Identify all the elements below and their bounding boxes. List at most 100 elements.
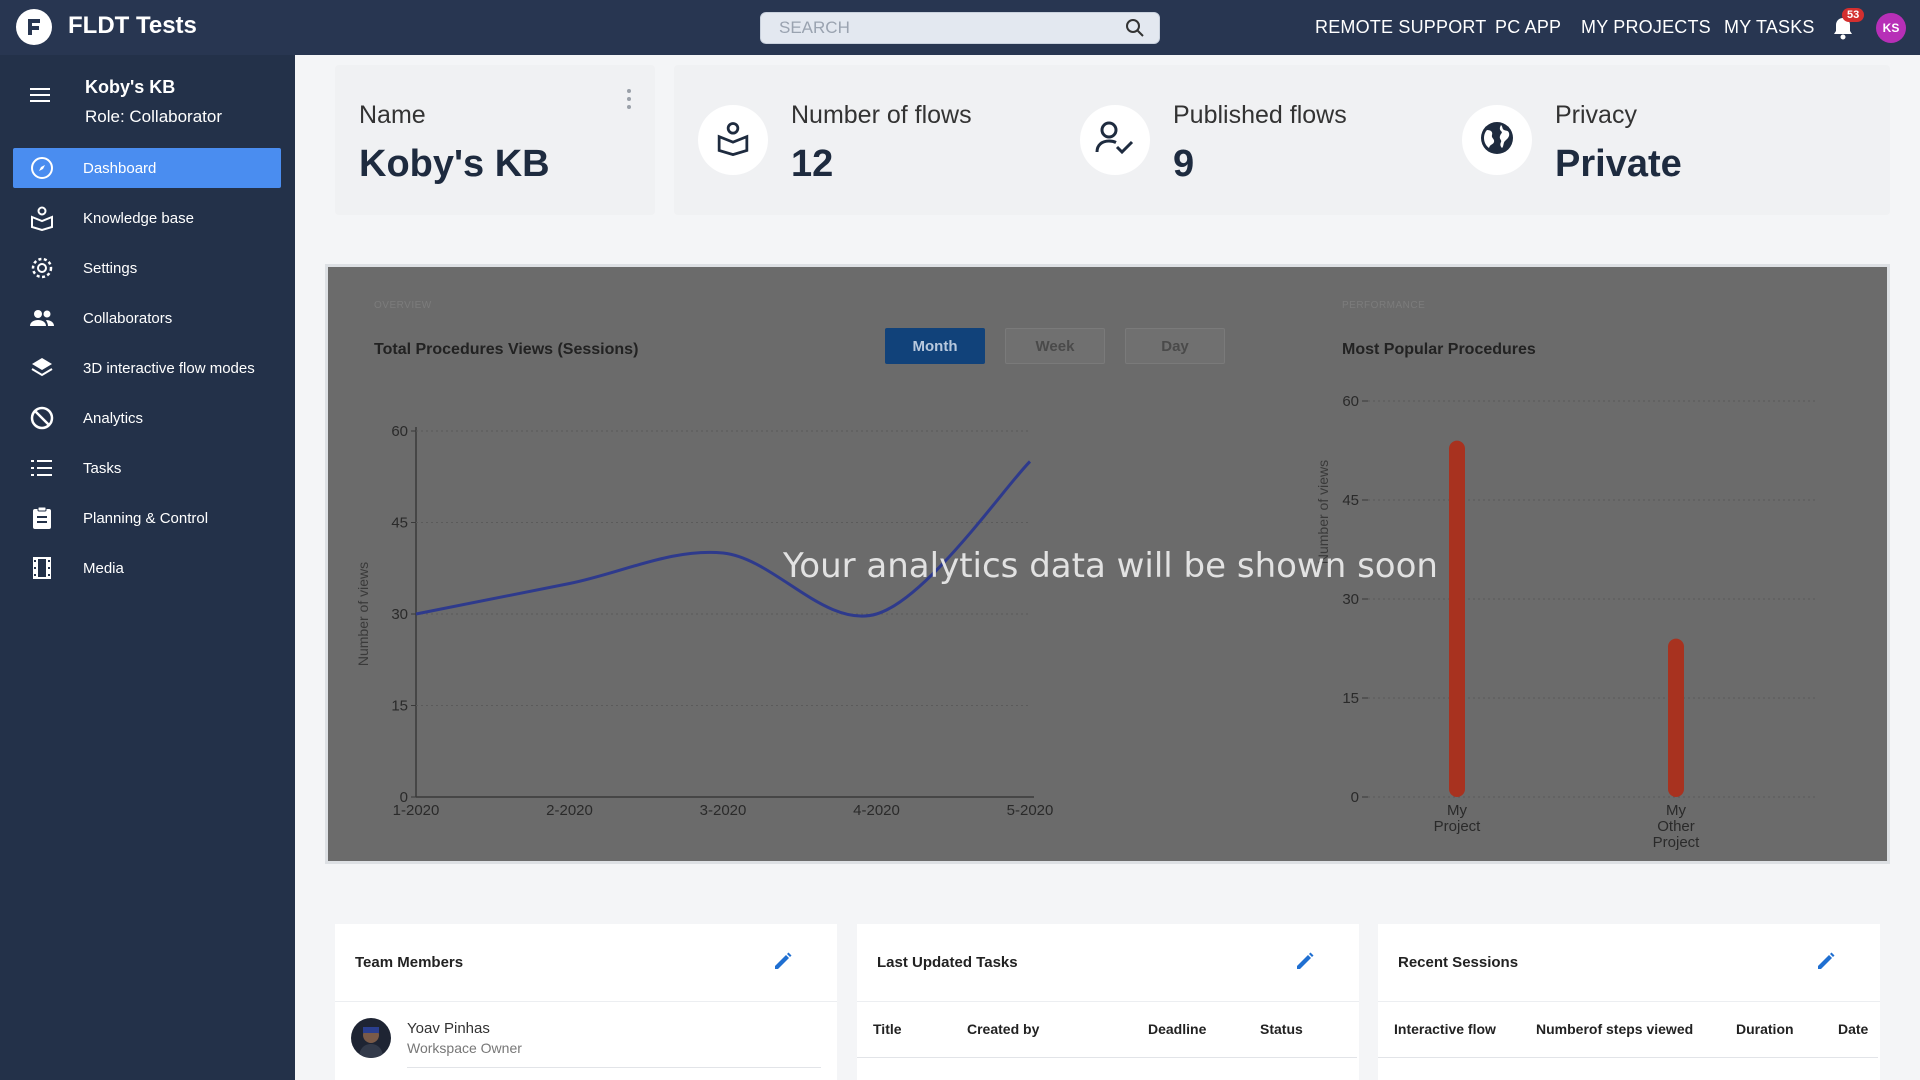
compass-icon [27, 156, 57, 180]
more-vertical-icon[interactable] [626, 88, 632, 115]
globe-icon [1479, 120, 1515, 161]
line-chart: 0 15 30 45 60 1-2020 2-2020 3-2020 4-2020 5-2020 N… [355, 423, 1053, 819]
edit-pencil-icon[interactable] [1816, 951, 1836, 976]
period-month-button[interactable]: Month [885, 328, 985, 364]
privacy-label: Privacy [1555, 101, 1637, 129]
stats-card: Number of flows 12 Published flows 9 Pri… [674, 65, 1890, 215]
y-axis-label: Number of views [355, 562, 371, 666]
team-members-title: Team Members [355, 954, 464, 971]
layers-icon [27, 356, 57, 380]
row-divider [407, 1067, 821, 1068]
sidebar-item-analytics[interactable]: Analytics [13, 398, 281, 438]
nav-pc-app[interactable]: PC APP [1495, 17, 1562, 37]
column-header[interactable]: Status [1260, 1021, 1303, 1037]
y-tick-label: 45 [1342, 492, 1359, 509]
overview-title: Total Procedures Views (Sessions) [374, 341, 639, 358]
analytics-panel: OVERVIEW Total Procedures Views (Session… [325, 264, 1890, 864]
published-icon-circle [1080, 105, 1150, 175]
edit-pencil-icon[interactable] [773, 951, 793, 976]
y-tick-label: 60 [1342, 393, 1359, 410]
sidebar-item-settings[interactable]: Settings [13, 248, 281, 288]
column-header[interactable]: Interactive flow [1394, 1021, 1496, 1037]
bell-icon[interactable] [1832, 16, 1854, 45]
sessions-title: Recent Sessions [1398, 954, 1519, 971]
y-axis-label: Number of views [1315, 460, 1331, 564]
x-tick-label: 2-2020 [546, 802, 593, 819]
team-member-row[interactable]: Yoav Pinhas Workspace Owner [351, 1016, 821, 1068]
gear-icon [27, 256, 57, 280]
x-tick-label: 4-2020 [853, 802, 900, 819]
nav-remote-support[interactable]: REMOTE SUPPORT [1315, 17, 1487, 37]
sidebar-item-planning-control[interactable]: Planning & Control [13, 498, 281, 538]
header-divider [857, 1057, 1357, 1058]
flows-label: Number of flows [791, 101, 972, 129]
sidebar-item-tasks[interactable]: Tasks [13, 448, 281, 488]
user-check-icon [1095, 120, 1135, 161]
x-tick-label: 3-2020 [700, 802, 747, 819]
user-avatar[interactable]: KS [1876, 13, 1906, 43]
sidebar-item-label: Collaborators [83, 309, 173, 327]
app-logo[interactable] [16, 9, 52, 45]
x-tick-label: Project [1434, 818, 1482, 835]
member-name: Yoav Pinhas [407, 1020, 490, 1037]
column-header[interactable]: Numberof steps viewed [1536, 1021, 1694, 1037]
y-tick-label: 0 [1351, 789, 1359, 806]
x-tick-label: My [1447, 802, 1467, 819]
top-bar: FLDT Tests REMOTE SUPPORT PC APP MY PROJ… [0, 0, 1920, 55]
name-label: Name [359, 101, 426, 129]
app-title: FLDT Tests [68, 12, 197, 39]
published-label: Published flows [1173, 101, 1347, 129]
privacy-value: Private [1555, 143, 1682, 185]
period-week-button[interactable]: Week [1005, 328, 1105, 364]
avatar [351, 1018, 391, 1058]
column-header[interactable]: Date [1838, 1021, 1869, 1037]
kb-name: Koby's KB [85, 77, 176, 97]
analytics-placeholder-message: Your analytics data will be shown soon [783, 546, 1438, 586]
privacy-icon-circle [1462, 105, 1532, 175]
y-tick-label: 0 [400, 789, 408, 806]
member-role: Workspace Owner [407, 1040, 522, 1056]
sidebar-item-dashboard[interactable]: Dashboard [13, 148, 281, 188]
column-header[interactable]: Duration [1736, 1021, 1794, 1037]
y-tick-label: 15 [1342, 690, 1359, 707]
column-header[interactable]: Created by [967, 1021, 1040, 1037]
y-tick-label: 30 [391, 606, 408, 623]
header-divider [1378, 1057, 1878, 1058]
sidebar-item-label: Dashboard [83, 159, 157, 177]
period-day-button[interactable]: Day [1125, 328, 1225, 364]
nav-my-projects[interactable]: MY PROJECTS [1581, 17, 1711, 37]
sidebar-item-knowledge-base[interactable]: Knowledge base [13, 198, 281, 238]
overview-subtitle: OVERVIEW [374, 300, 432, 311]
last-updated-tasks-card: Last Updated Tasks Title Created by Dead… [857, 924, 1359, 1080]
column-header[interactable]: Title [873, 1021, 902, 1037]
series-line [415, 460, 1032, 618]
tasks-title: Last Updated Tasks [877, 954, 1018, 971]
y-tick-label: 15 [391, 698, 408, 715]
nav-my-tasks[interactable]: MY TASKS [1724, 17, 1815, 37]
sidebar-item-label: Tasks [83, 459, 122, 477]
sidebar-item-3d-flow-modes[interactable]: 3D interactive flow modes [13, 348, 281, 388]
card-divider [1378, 1001, 1880, 1002]
search-bar[interactable] [760, 12, 1160, 44]
sidebar-item-media[interactable]: Media [13, 548, 281, 588]
book-user-icon [27, 205, 57, 231]
x-tick-label: Project [1653, 834, 1701, 851]
team-members-card: Team Members Yoav Pinhas Workspace Owner [335, 924, 837, 1080]
sidebar-item-collaborators[interactable]: Collaborators [13, 298, 281, 338]
edit-pencil-icon[interactable] [1295, 951, 1315, 976]
search-icon[interactable] [1125, 18, 1145, 43]
x-tick-label: My [1666, 802, 1686, 819]
sidebar-item-label: Settings [83, 259, 138, 277]
x-tick-label: Other [1657, 818, 1695, 835]
flows-icon-circle [698, 105, 768, 175]
search-input[interactable] [779, 18, 1119, 38]
clipboard-icon [27, 506, 57, 530]
column-header[interactable]: Deadline [1148, 1021, 1207, 1037]
people-icon [27, 308, 57, 328]
notification-badge: 53 [1842, 8, 1865, 22]
bar [1449, 440, 1465, 797]
card-divider [857, 1001, 1359, 1002]
hamburger-menu-icon[interactable] [30, 88, 52, 109]
recent-sessions-card: Recent Sessions Interactive flow Numbero… [1378, 924, 1880, 1080]
